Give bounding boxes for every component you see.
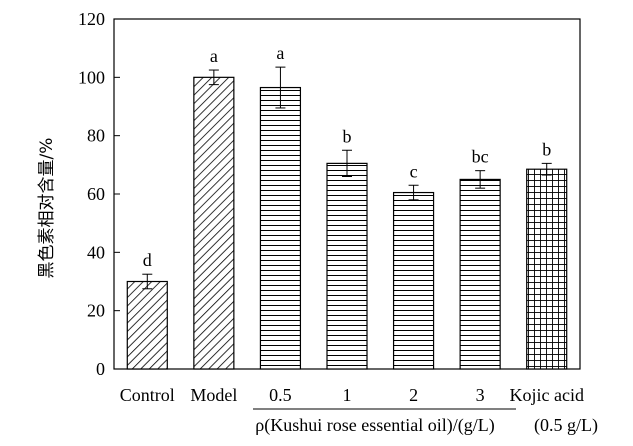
- y-tick-label: 80: [87, 126, 105, 146]
- plot-area: 0 20 40 60 80 100 120 d Control a Model a 0.5 b 1 c 2 bc 3…: [78, 9, 584, 405]
- x-axis-title: ρ(Kushui rose essential oil)/(g/L): [255, 415, 494, 436]
- y-axis-title: 黑色素相对含量/%: [37, 138, 57, 279]
- y-tick-label: 100: [78, 67, 105, 87]
- bar: [526, 168, 568, 370]
- bar: [392, 191, 435, 370]
- y-tick-label: 120: [78, 9, 105, 29]
- significance-label: a: [210, 46, 218, 66]
- bar: [326, 162, 368, 370]
- significance-label: a: [276, 43, 284, 63]
- x-tick-label: Model: [190, 385, 237, 405]
- bar: [193, 76, 235, 370]
- y-tick-label: 20: [87, 301, 105, 321]
- significance-label: b: [343, 126, 352, 146]
- x-tick-label: 3: [476, 385, 485, 405]
- significance-label: b: [542, 139, 551, 159]
- bar: [259, 86, 302, 370]
- x-tick-label: Kojic acid: [509, 385, 583, 405]
- significance-label: bc: [472, 147, 489, 167]
- bar: [459, 178, 501, 370]
- significance-label: d: [143, 250, 152, 270]
- y-tick-label: 60: [87, 184, 105, 204]
- y-tick-label: 0: [96, 359, 105, 379]
- significance-label: c: [410, 161, 418, 181]
- x-axis-title-extra: (0.5 g/L): [534, 415, 598, 436]
- x-tick-label: 2: [409, 385, 418, 405]
- x-tick-label: 0.5: [269, 385, 292, 405]
- x-tick-label: Control: [120, 385, 175, 405]
- x-tick-label: 1: [343, 385, 352, 405]
- bar: [126, 280, 168, 370]
- y-tick-label: 40: [87, 242, 105, 262]
